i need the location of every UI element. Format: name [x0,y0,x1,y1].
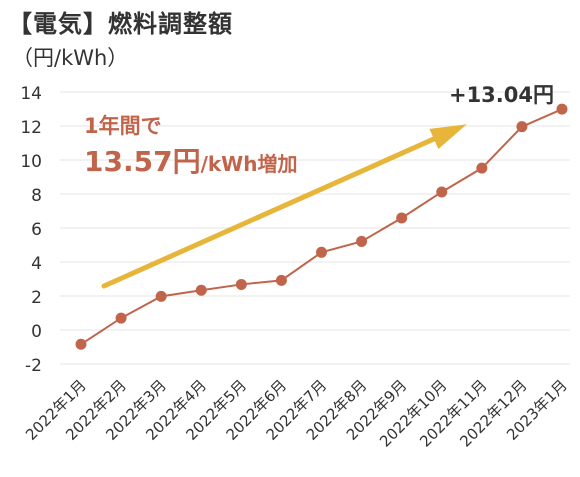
y-tick-label: 14 [20,84,42,104]
y-axis-unit-label: （円/kWh） [12,46,129,70]
data-point [516,121,528,133]
trend-arrow [101,124,467,289]
trend-arrow-head [429,124,467,150]
y-tick-label: 4 [31,254,42,274]
data-point [195,284,207,296]
y-tick-label: 6 [31,220,42,240]
annotation-period-text: 1年間で [84,114,162,138]
data-point [75,338,87,350]
y-tick-label: 2 [31,288,42,308]
series-fuel-adjustment [75,103,568,350]
y-tick-label: 0 [31,322,42,342]
y-tick-label: 12 [20,118,42,138]
annotation-increase-text: 13.57円/kWh増加 [84,145,297,178]
y-tick-labels: -2 0 2 4 6 8 10 12 14 [20,84,42,376]
data-point [556,103,568,115]
end-value-label: +13.04円 [449,83,554,107]
data-point [235,278,247,290]
data-point [115,312,127,324]
x-tick-labels: 2022年1月2022年2月2022年3月2022年4月2022年5月2022年… [22,376,571,450]
y-tick-label: -2 [25,356,42,376]
y-tick-label: 8 [31,186,42,206]
data-point [436,186,448,198]
data-point [275,274,287,286]
data-point [396,212,408,224]
annotation-increase-amount: 13.57円 [84,145,201,178]
data-point [356,235,368,247]
data-point [316,246,327,258]
y-tick-label: 10 [20,152,42,172]
trend-arrow-shaft [101,136,437,289]
data-point [155,290,167,302]
chart-title: 【電気】燃料調整額 [8,10,233,38]
data-point [476,162,488,174]
annotation-increase-suffix: /kWh増加 [201,152,298,176]
grid-lines [60,91,570,365]
